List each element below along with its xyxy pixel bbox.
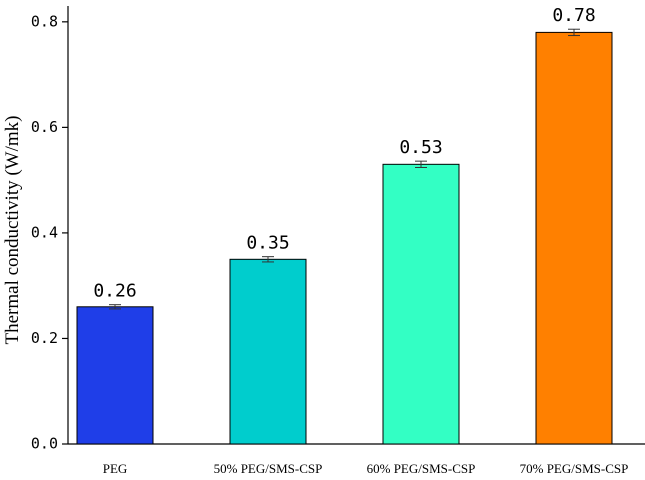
bar [535,31,613,445]
y-tick-label: 0.6 [31,118,58,136]
x-tick-label: 60% PEG/SMS-CSP [367,461,476,476]
bar [382,163,460,445]
x-tick-label: 70% PEG/SMS-CSP [520,461,629,476]
y-axis-title: Thermal conductivity (W/mk) [2,116,23,345]
value-label: 0.35 [246,233,289,254]
y-tick-label: 0.2 [31,329,58,347]
y-tick-label: 0.0 [31,435,58,453]
x-tick-label: PEG [103,461,128,476]
y-tick-label: 0.8 [31,12,58,30]
bar [76,306,154,445]
value-label: 0.78 [552,5,595,26]
bar [229,258,307,445]
value-label: 0.26 [93,281,136,302]
x-tick-label: 50% PEG/SMS-CSP [214,461,323,476]
value-label: 0.53 [399,137,442,158]
y-tick-label: 0.4 [31,223,58,241]
